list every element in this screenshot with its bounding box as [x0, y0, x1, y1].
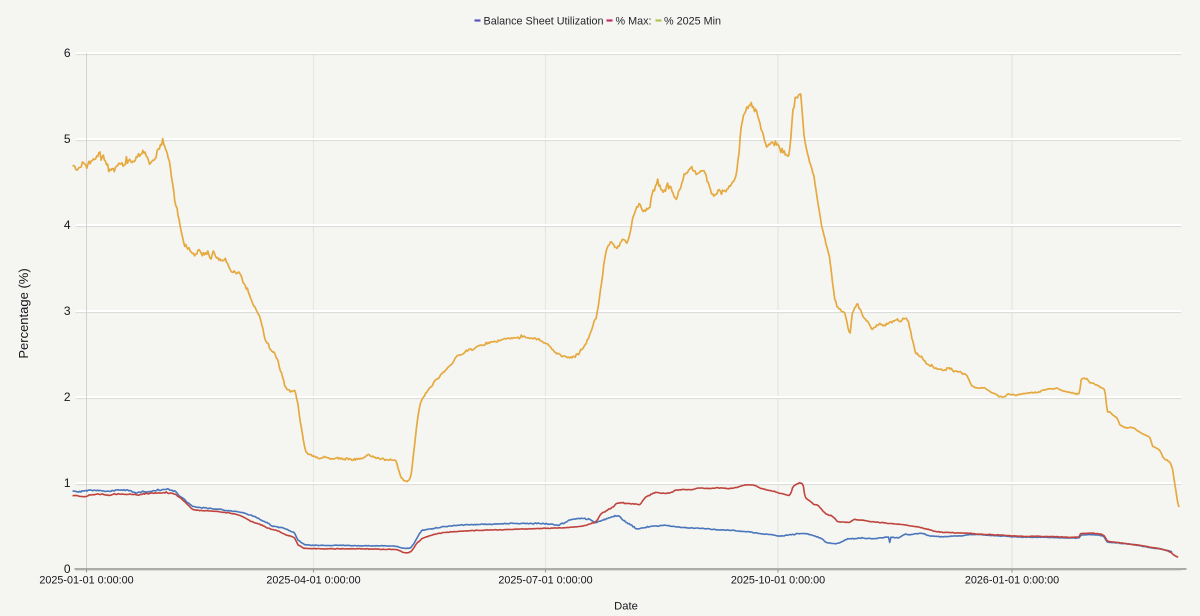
svg-text:Percentage (%): Percentage (%): [16, 268, 31, 358]
svg-text:3: 3: [64, 304, 71, 318]
svg-text:Balance Sheet Utilization: Balance Sheet Utilization: [484, 16, 604, 28]
svg-text:0: 0: [64, 562, 71, 576]
svg-text:1: 1: [64, 476, 71, 490]
svg-text:4: 4: [64, 218, 71, 232]
svg-text:2: 2: [64, 390, 71, 404]
svg-text:2026-01-01 0:00:00: 2026-01-01 0:00:00: [965, 575, 1059, 587]
svg-text:% 2025 Min: % 2025 Min: [664, 16, 721, 28]
svg-text:2025-07-01 0:00:00: 2025-07-01 0:00:00: [498, 575, 592, 587]
svg-text:6: 6: [64, 46, 71, 60]
svg-text:5: 5: [64, 132, 71, 146]
svg-text:2025-01-01 0:00:00: 2025-01-01 0:00:00: [39, 575, 133, 587]
svg-text:2025-10-01 0:00:00: 2025-10-01 0:00:00: [731, 575, 825, 587]
svg-text:Date: Date: [614, 601, 638, 613]
svg-text:% Max:: % Max:: [616, 16, 652, 28]
svg-text:2025-04-01 0:00:00: 2025-04-01 0:00:00: [266, 575, 360, 587]
